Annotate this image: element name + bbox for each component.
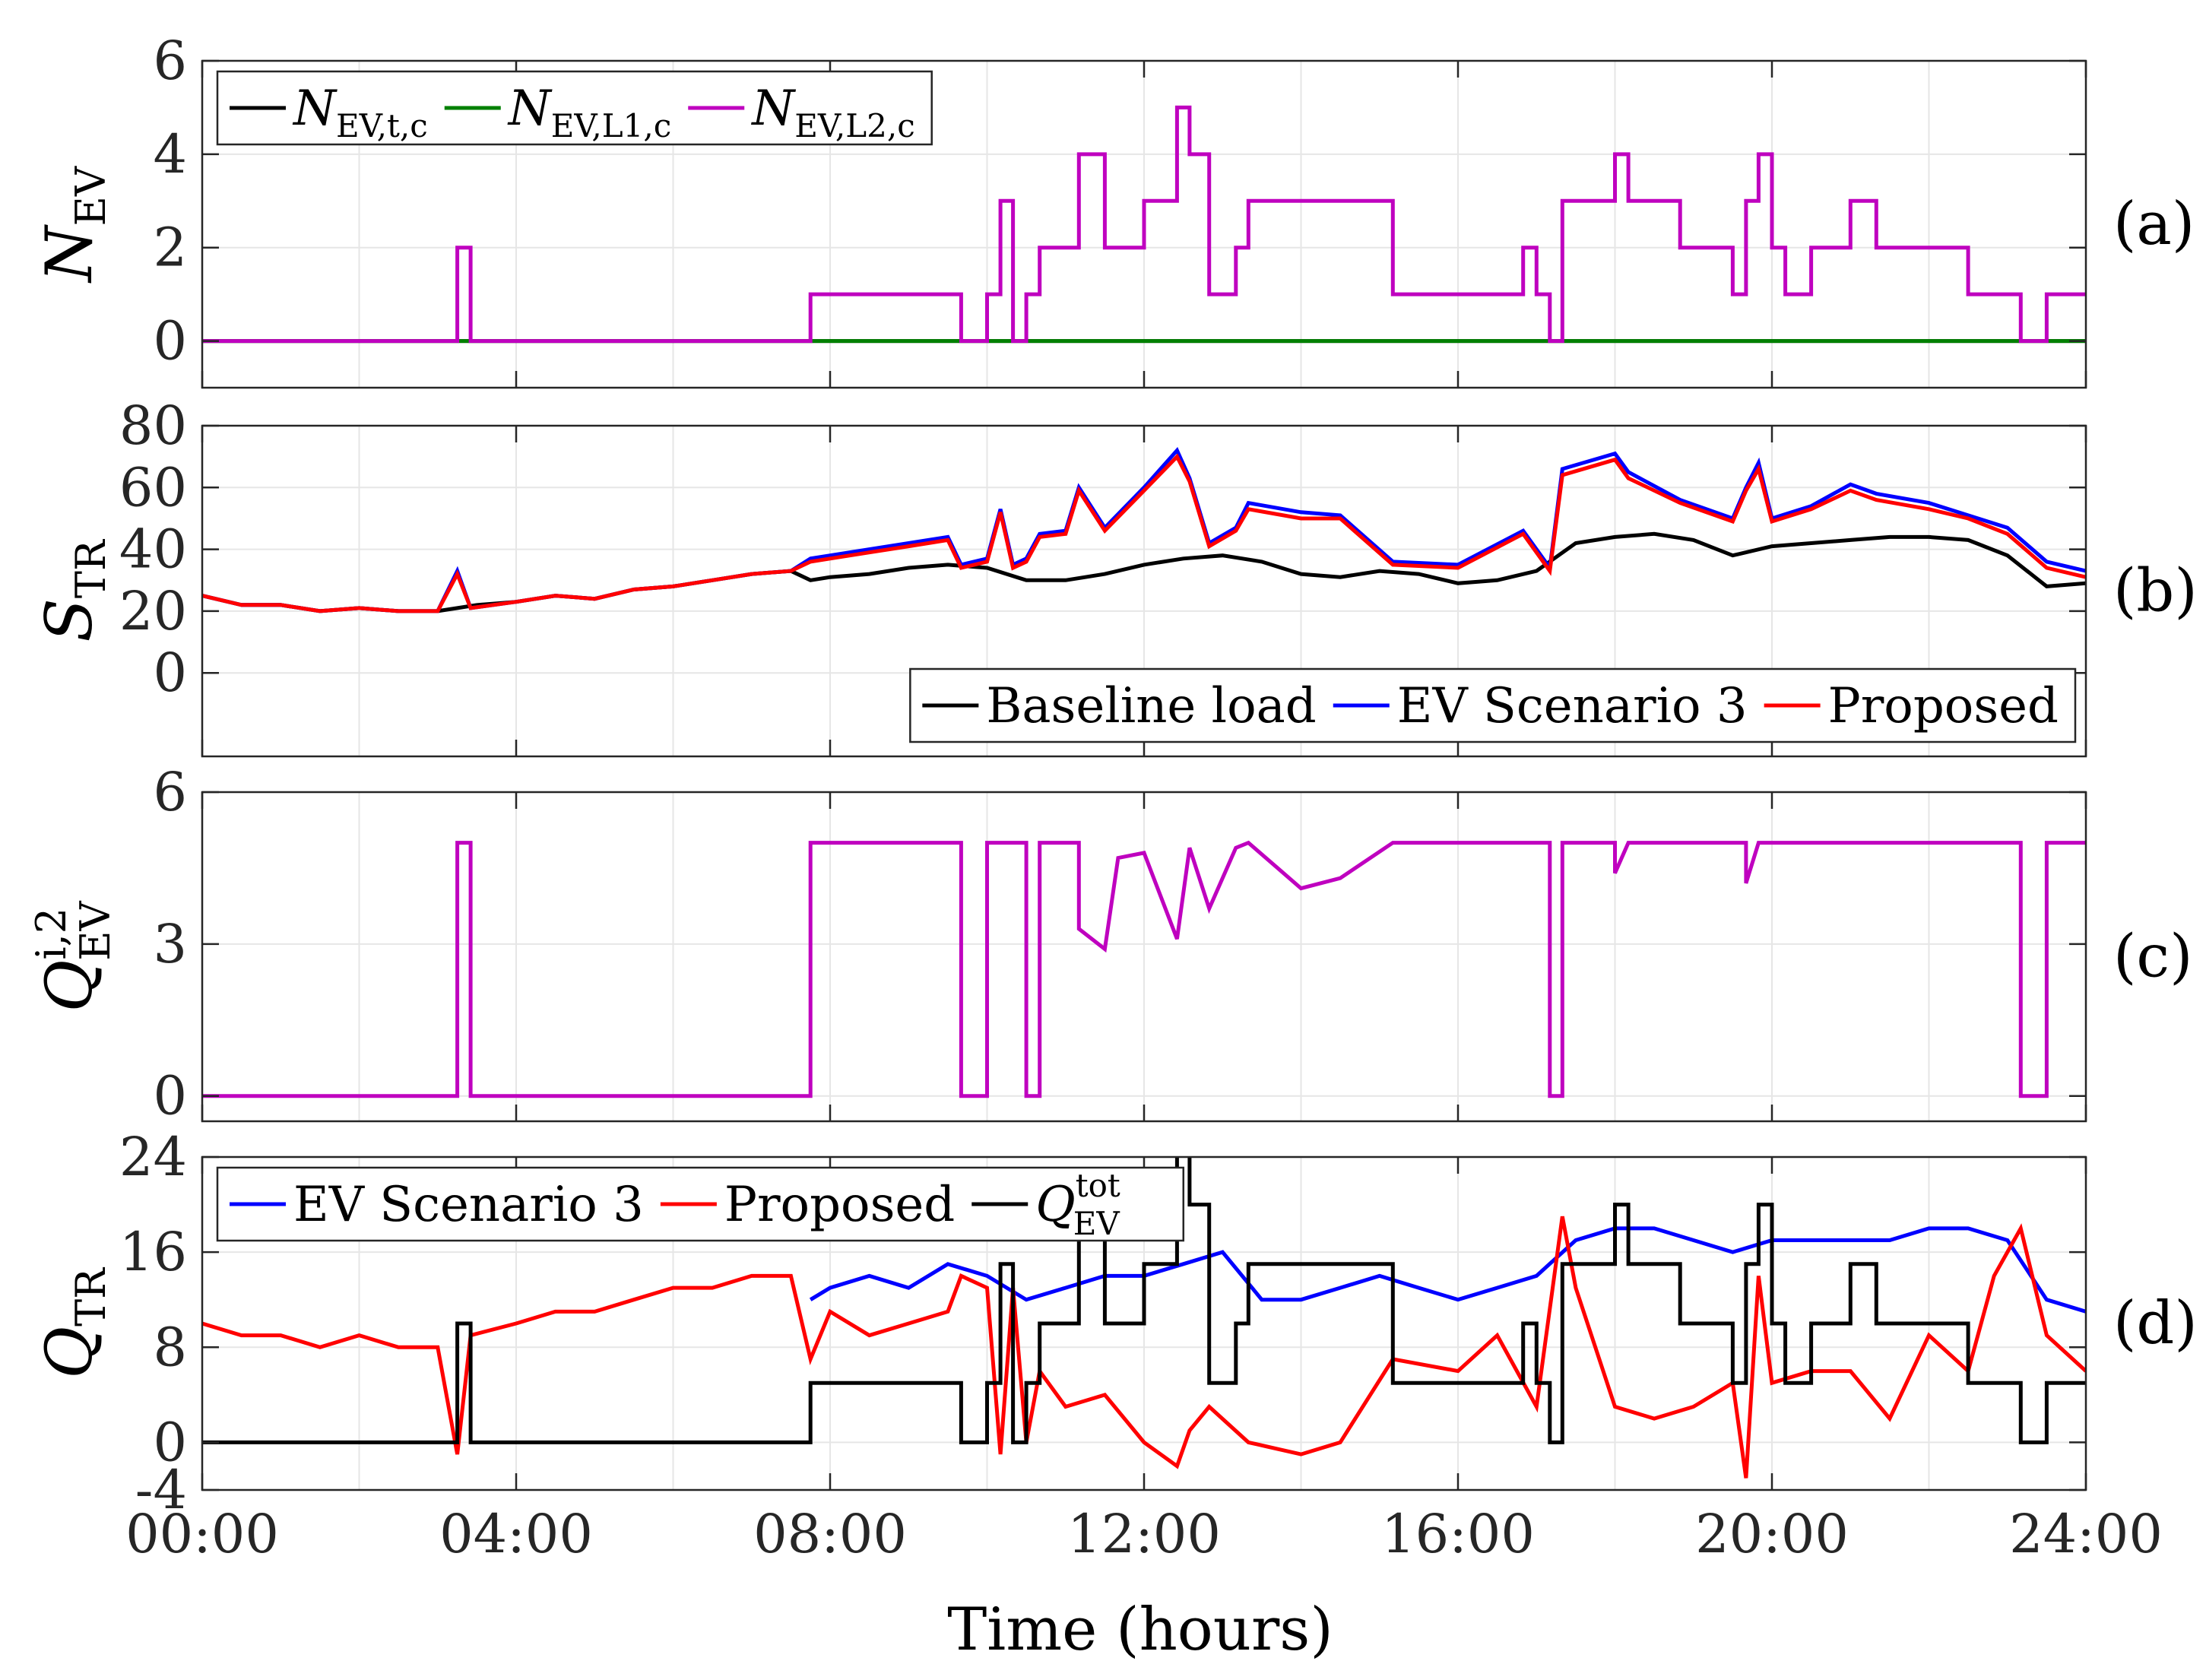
y-axis-label: QTR: [32, 1267, 115, 1379]
y-axis-label-sub: EV: [71, 900, 119, 960]
legend-label-2: EV Scenario 3: [1397, 678, 1748, 734]
y-axis-label-main: S: [32, 598, 106, 642]
series-line-2: [202, 1216, 2086, 1479]
y-tick-label: 0: [153, 1065, 187, 1127]
y-tick-label: 8: [153, 1316, 187, 1378]
legend-label-1: EV Scenario 3: [293, 1177, 644, 1233]
legend-label-sup: tot: [1076, 1167, 1120, 1204]
legend-label-main: N: [292, 81, 338, 137]
legend-label-3: NEV,L2,c: [750, 81, 914, 144]
series-group: [202, 446, 2086, 613]
y-tick-label: 0: [153, 1411, 187, 1473]
y-axis-label-sup: i,2: [27, 908, 75, 960]
x-tick-label: 24:00: [2009, 1503, 2163, 1565]
x-tick-label: 08:00: [753, 1503, 907, 1565]
panel-3: 0 3 6 Qi,2EV (c): [27, 761, 2193, 1127]
series-line-3: [202, 1157, 2086, 1444]
legend-box: [216, 70, 933, 146]
series-group: [202, 840, 2086, 1098]
x-tick-label: 16:00: [1381, 1503, 1535, 1565]
x-tick-label: 00:00: [125, 1503, 279, 1565]
series-line-1: [202, 840, 2086, 1098]
y-tick-label: 60: [119, 456, 187, 518]
legend-label-sub: EV,L2,c: [794, 107, 914, 144]
legend-label-1: Baseline load: [986, 678, 1316, 734]
y-tick-label: 6: [153, 761, 187, 823]
panel-4: -40 8 16 24 00:00 04:00 08:00 12:00 16:00 20:00 24…: [32, 1126, 2198, 1565]
y-tick-label: 2: [153, 217, 187, 279]
y-axis-label: STR: [32, 539, 115, 642]
legend-label-main: Q: [1035, 1177, 1075, 1233]
y-tick-label: 0: [153, 642, 187, 704]
legend-label-1: NEV,t,c: [292, 81, 428, 144]
y-tick-label: 16: [119, 1221, 187, 1283]
legend: Baseline load EV Scenario 3 Proposed: [909, 667, 2077, 743]
legend-label-2: NEV,L1,c: [507, 81, 671, 144]
panel-label: (a): [2113, 190, 2195, 258]
series-group: [202, 105, 2086, 344]
legend-label-sub: EV,L1,c: [551, 107, 671, 144]
legend-label-sub: EV,t,c: [336, 107, 428, 144]
y-axis-label-sub: TR: [67, 539, 115, 598]
panel-label: (c): [2113, 923, 2193, 991]
legend-label-2: Proposed: [724, 1177, 955, 1233]
y-axis-label-main: Q: [32, 1327, 106, 1379]
panel-label: (d): [2113, 1289, 2198, 1358]
legend-label-main: N: [507, 81, 553, 137]
y-axis-label-main: Q: [32, 960, 106, 1013]
series-line-3: [202, 453, 2086, 613]
legend-box: [909, 667, 2077, 743]
series-line-3: [202, 105, 2086, 344]
x-tick-label: 20:00: [1695, 1503, 1849, 1565]
legend: NEV,t,c NEV,L1,c NEV,L2,c: [216, 70, 933, 146]
y-tick-label: -4: [135, 1459, 187, 1521]
legend-label-main: N: [750, 81, 796, 137]
y-tick-label: 80: [119, 395, 187, 457]
y-tick-label: 4: [153, 123, 187, 185]
y-tick-label: 24: [119, 1126, 187, 1188]
y-tick-label: 0: [153, 310, 187, 372]
y-axis-label: NEV: [32, 166, 115, 284]
y-axis-label: Qi,2EV: [27, 900, 119, 1012]
x-axis-label: Time (hours): [947, 1596, 1333, 1664]
y-axis-label-main: N: [32, 224, 106, 284]
y-axis-label-sub: EV: [67, 166, 115, 226]
legend-label-sub: EV: [1073, 1205, 1120, 1242]
series-line-1: [809, 1226, 2086, 1314]
series-group: [202, 1157, 2086, 1479]
panel-label: (b): [2113, 557, 2198, 626]
y-axis-label-sub: TR: [67, 1267, 115, 1327]
y-tick-label: 3: [153, 913, 187, 975]
y-tick-label: 6: [153, 30, 187, 92]
legend: EV Scenario 3 Proposed Qtot EV: [216, 1166, 1185, 1242]
y-tick-label: 20: [119, 580, 187, 642]
y-tick-label: 40: [119, 518, 187, 581]
legend-label-3: Qtot EV: [1035, 1167, 1120, 1242]
x-tick-label: 12:00: [1067, 1503, 1221, 1565]
legend-label-3: Proposed: [1828, 678, 2059, 734]
x-tick-label: 04:00: [439, 1503, 593, 1565]
